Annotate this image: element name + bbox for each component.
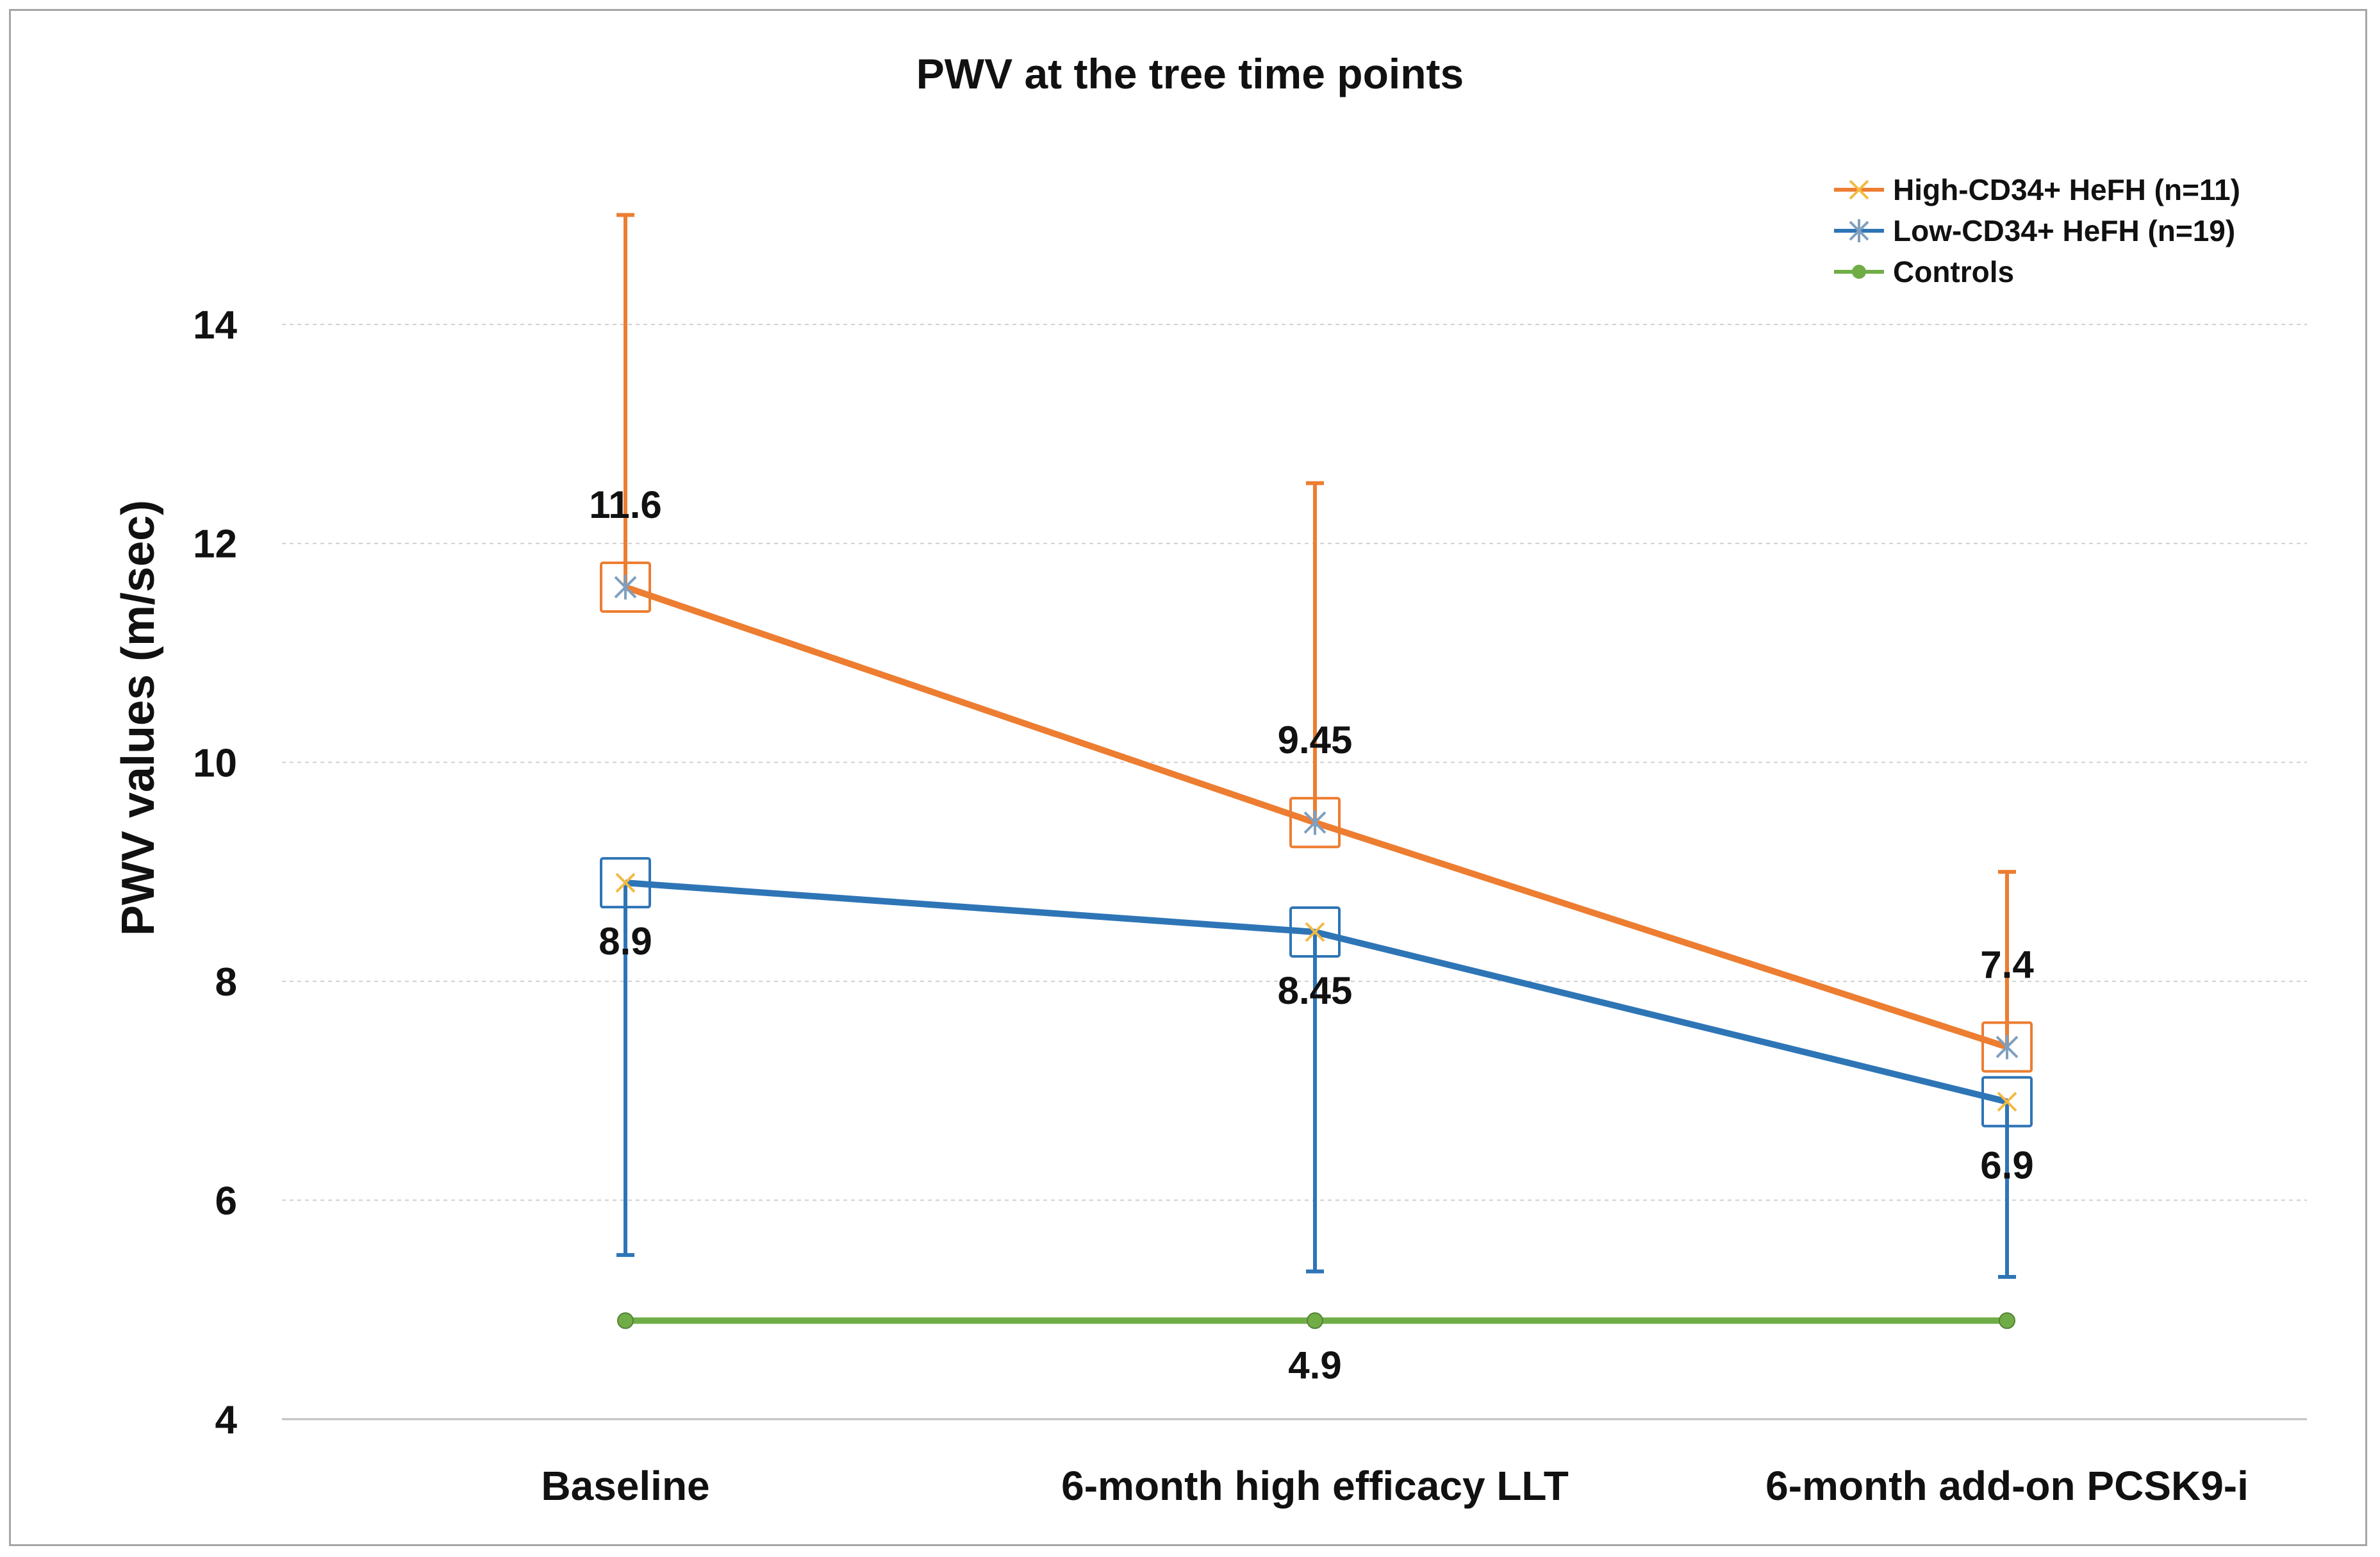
y-tick-label: 6 <box>215 1179 237 1223</box>
data-label-controls: 4.9 <box>1288 1344 1341 1386</box>
high-cd34-point <box>614 574 637 600</box>
legend-marker <box>1849 179 1869 200</box>
controls-point <box>617 1312 634 1329</box>
legend-label: Controls <box>1893 255 2014 288</box>
y-tick-label: 14 <box>193 303 237 347</box>
low-cd34-point <box>615 872 636 893</box>
gridlines <box>282 324 2307 1420</box>
data-label-high-cd34: 7.4 <box>1980 943 2034 986</box>
low-cd34-point-box <box>600 857 651 909</box>
low-cd34-point-box <box>1289 906 1341 958</box>
x-tick-label: 6-month add-on PCSK9-i <box>1765 1463 2249 1509</box>
data-label-low-cd34: 6.9 <box>1980 1144 2033 1187</box>
labels-group: 4 6 8 10 12 14 Baseline 6-month high efficacy L… <box>193 303 2249 1509</box>
high-cd34-point <box>1303 810 1326 835</box>
high-cd34-point-box <box>600 562 651 613</box>
high-cd34-point-box <box>1981 1021 2033 1073</box>
y-tick-label: 10 <box>193 741 237 785</box>
legend-item: Controls <box>1834 255 2014 288</box>
series-group <box>600 213 2033 1329</box>
data-label-high-cd34: 9.45 <box>1278 719 1353 762</box>
controls-point <box>1307 1312 1323 1329</box>
low-cd34-point <box>1305 922 1325 942</box>
y-tick-label: 8 <box>215 960 237 1004</box>
data-label-low-cd34: 8.45 <box>1278 969 1353 1012</box>
high-cd34-point <box>1996 1035 2019 1060</box>
low-cd34-point <box>1997 1092 2017 1112</box>
chart-title: PWV at the tree time points <box>916 50 1464 97</box>
controls-point <box>1999 1312 2015 1329</box>
legend-label: Low-CD34+ HeFH (n=19) <box>1893 214 2235 247</box>
y-tick-label: 12 <box>193 522 237 567</box>
legend-item: High-CD34+ HeFH (n=11) <box>1834 173 2240 206</box>
legend-marker <box>1852 265 1866 279</box>
y-tick-label: 4 <box>215 1398 238 1442</box>
legend: High-CD34+ HeFH (n=11) Low-CD34+ HeFH (n=… <box>1834 173 2240 288</box>
legend-label: High-CD34+ HeFH (n=11) <box>1893 173 2240 206</box>
x-tick-label: 6-month high efficacy LLT <box>1061 1463 1569 1509</box>
legend-item: Low-CD34+ HeFH (n=19) <box>1834 214 2235 247</box>
data-label-high-cd34: 11.6 <box>589 483 661 526</box>
low-cd34-point-box <box>1981 1076 2033 1128</box>
x-tick-label: Baseline <box>541 1463 709 1509</box>
high-cd34-point-box <box>1289 797 1341 849</box>
data-label-low-cd34: 8.9 <box>599 920 652 963</box>
y-axis-label: PWV values (m/sec) <box>113 500 164 936</box>
